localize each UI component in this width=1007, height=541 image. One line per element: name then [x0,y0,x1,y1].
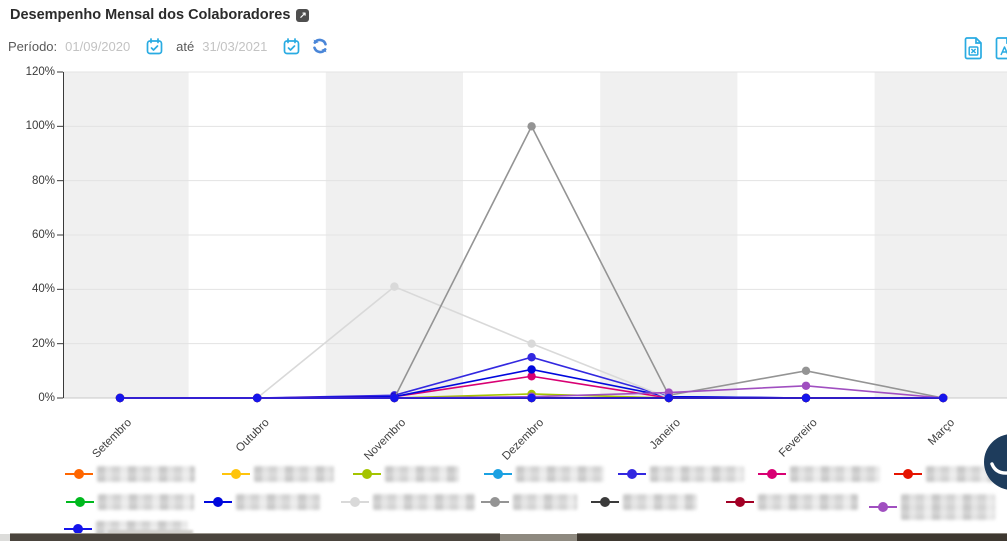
legend-item[interactable] [222,466,334,482]
legend-item[interactable] [726,494,858,510]
legend-item[interactable] [66,494,194,510]
help-chat-button[interactable] [984,434,1007,490]
export-excel-icon[interactable] [963,36,984,60]
legend-name-blurred [236,494,320,510]
help-icon [990,462,1007,475]
legend-item[interactable] [341,494,475,510]
data-point [527,339,536,348]
legend-item[interactable] [618,466,744,482]
legend-marker [484,469,512,479]
performance-line-chart [57,71,1007,403]
data-point [390,282,399,291]
until-label: até [176,38,195,54]
legend-marker [64,523,92,534]
legend-marker [66,497,94,507]
legend-marker [65,469,93,479]
data-point [527,365,536,374]
y-axis-label: 0% [38,392,55,404]
data-point [527,122,536,131]
data-point [801,381,811,390]
legend-item[interactable] [591,494,697,510]
legend-marker [341,497,369,507]
legend-marker [222,469,250,479]
data-point [664,393,673,403]
legend-name-blurred [516,466,604,482]
legend-name-blurred [623,494,697,510]
period-filter-bar: Período: 01/09/2020 até 31/03/2021 [8,36,329,56]
page-title: Desempenho Mensal dos Colaboradores ↗ [10,7,310,23]
legend-marker [726,497,754,507]
data-point [253,393,262,403]
legend-item[interactable] [65,466,195,482]
legend-marker [481,497,509,507]
legend-name-blurred [373,494,475,510]
data-point [527,393,536,403]
legend-name-blurred [513,494,577,510]
date-to-input[interactable]: 31/03/2021 [202,38,268,54]
legend-item[interactable] [758,466,880,482]
legend-item[interactable] [204,494,320,510]
external-link-icon[interactable]: ↗ [296,8,310,22]
y-axis-label: 40% [31,283,55,296]
legend-name-blurred [98,494,194,510]
data-point [115,393,125,403]
y-axis-label: 120% [25,66,55,78]
legend-marker [591,497,619,507]
legend-marker [869,502,897,512]
legend-marker [618,469,646,479]
y-axis-label: 80% [31,174,55,187]
legend-marker [758,469,786,479]
legend-name-blurred [901,494,995,520]
legend-item[interactable] [481,494,577,510]
legend-name-blurred [254,466,334,482]
calendar-to-icon[interactable] [282,37,301,56]
legend-name-blurred [97,466,195,482]
y-axis-label: 100% [25,120,55,133]
legend-blur-shadow [108,530,193,535]
period-label: Período: [8,38,58,54]
legend-name-blurred [758,494,858,510]
calendar-from-icon[interactable] [145,37,164,56]
data-point [801,393,811,403]
y-axis-label: 20% [31,337,55,350]
data-point [390,393,399,403]
refresh-icon[interactable] [311,37,329,55]
legend-marker [204,497,232,507]
legend-item[interactable] [869,494,995,520]
date-from-input[interactable]: 01/09/2020 [65,38,131,54]
legend-name-blurred [650,466,744,482]
page-title-text: Desempenho Mensal dos Colaboradores [10,7,291,23]
legend-name-blurred [385,466,459,482]
legend-item[interactable] [484,466,604,482]
data-point [939,393,948,403]
legend-marker [353,469,381,479]
y-axis-label: 60% [31,229,55,241]
data-point [527,372,536,381]
legend-item[interactable] [353,466,459,482]
legend-name-blurred [790,466,880,482]
data-point [801,366,811,376]
legend-marker [894,469,922,479]
data-point [527,353,536,362]
